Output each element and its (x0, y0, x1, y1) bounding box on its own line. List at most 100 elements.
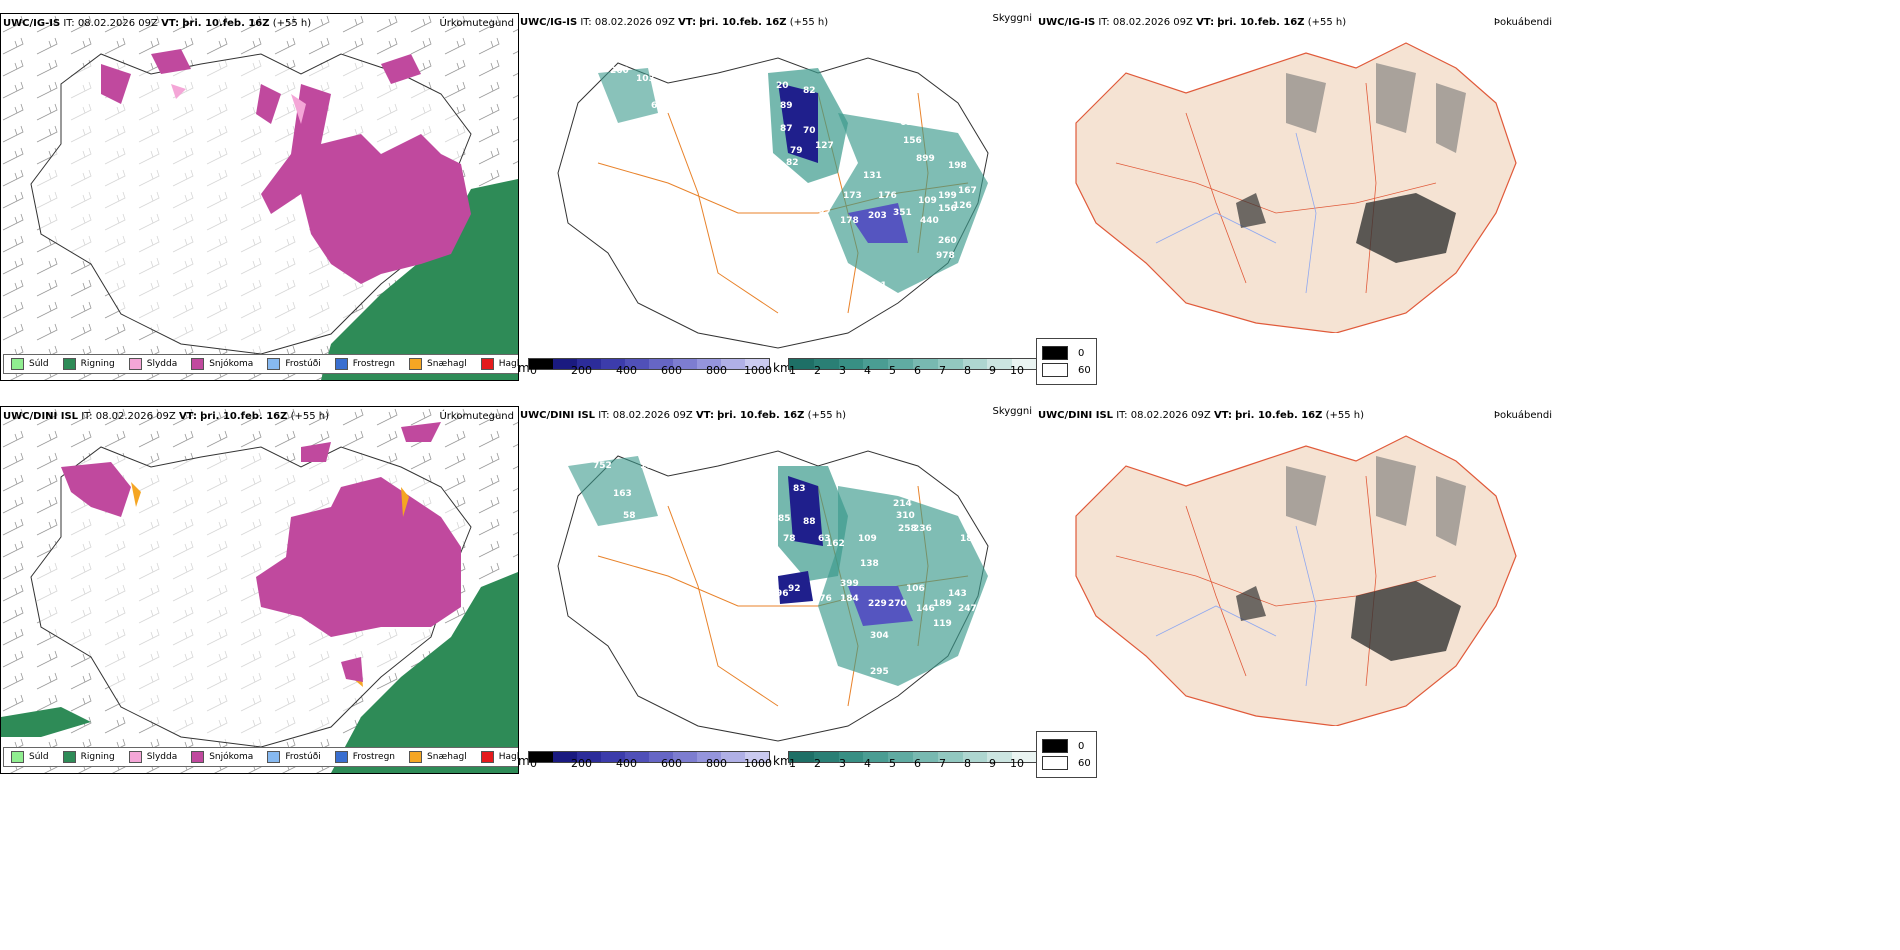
ceiling-value-label: 79 (790, 146, 803, 156)
panel-fog-igis: 0 60 UWC/IG-IS IT: 08.02.2026 09Z VT: þr… (1036, 13, 1556, 385)
ceiling-value-label: 119 (933, 619, 952, 629)
snow-area (261, 84, 471, 284)
ceiling-value-label: 189 (933, 599, 952, 609)
ceiling-value-label: 78 (783, 534, 796, 544)
rain-area (331, 572, 518, 773)
panel-visibility-dini: 752 18 58 163 83 85 78 88 63 162 99 214 310 258 236 109… (518, 406, 1038, 772)
ceiling-value-label: 92 (788, 584, 801, 594)
panel-title: Skyggni (992, 406, 1032, 417)
panel-header: UWC/DINI ISL IT: 08.02.2026 09Z VT: þri.… (520, 410, 847, 421)
fog-map-igis (1075, 42, 1517, 333)
ceiling-value-label: 109 (918, 196, 937, 206)
panel-title: Þokuábendi (1493, 410, 1552, 421)
ceiling-value-label: 63 (818, 534, 831, 544)
panel-header: UWC/IG-IS IT: 08.02.2026 09Z VT: þri. 10… (520, 17, 829, 28)
ceiling-colorbar (528, 358, 770, 370)
panel-title: Skyggni (992, 13, 1032, 24)
panel-header: UWC/IG-IS IT: 08.02.2026 09Z VT: þri. 10… (3, 18, 312, 29)
ceiling-value-label: 258 (898, 524, 917, 534)
ceiling-value-label: 87 (780, 124, 793, 134)
ceiling-value-label: 310 (896, 511, 915, 521)
panel-header: UWC/IG-IS IT: 08.02.2026 09Z VT: þri. 10… (1038, 17, 1347, 28)
ceiling-value-label: 295 (870, 667, 889, 677)
panel-title: Úrkomutegund (439, 411, 514, 422)
ceiling-value-label: 12 (733, 587, 746, 597)
precip-legend: Súld Rigning Slydda Snjókoma Frostúði Fr… (3, 354, 518, 374)
ceiling-value-label: 260 (610, 66, 629, 76)
ceiling-value-label: 399 (840, 579, 859, 589)
precip-map-dini (1, 407, 518, 773)
ceiling-value-label: 752 (593, 461, 612, 471)
panel-fog-dini: 0 60 UWC/DINI ISL IT: 08.02.2026 09Z VT:… (1036, 406, 1556, 778)
ceiling-value-label: 203 (868, 211, 887, 221)
ceiling-value-label: 178 (840, 216, 859, 226)
precip-legend: Súld Rigning Slydda Snjókoma Frostúði Fr… (3, 747, 518, 767)
ceiling-value-label: 138 (860, 559, 879, 569)
ceiling-value-label: 106 (906, 584, 925, 594)
ceiling-value-label: 615 (900, 118, 919, 128)
ceiling-value-label: 82 (803, 86, 816, 96)
panel-title: Þokuábendi (1493, 17, 1552, 28)
ceiling-value-label: 238 (896, 104, 915, 114)
ceiling-value-label: 70 (803, 126, 816, 136)
panel-header: UWC/DINI ISL IT: 08.02.2026 09Z VT: þri.… (1038, 410, 1365, 421)
ceiling-value-label: 162 (826, 539, 845, 549)
visibility-colorbar (788, 358, 1038, 370)
ceiling-value-label: 143 (948, 589, 967, 599)
ceiling-value-label: 89 (780, 101, 793, 111)
ceiling-value-label: 127 (815, 141, 834, 151)
ceiling-value-label: 126 (953, 201, 972, 211)
legend-swatch (11, 358, 24, 370)
ceiling-value-label: 270 (888, 599, 907, 609)
panel-title: Úrkomutegund (439, 18, 514, 29)
ceiling-value-label: 89 (818, 206, 831, 216)
ceiling-value-label: 351 (893, 208, 912, 218)
panel-visibility-igis: 260 103 673 20 82 89 70 87 79 82 127 79 238 615 156 899… (518, 13, 1038, 379)
ceiling-value-label: 173 (843, 191, 862, 201)
precip-map-igis (1, 14, 518, 380)
ceiling-value-label: 58 (623, 511, 636, 521)
ceiling-value-label: 899 (916, 154, 935, 164)
ceiling-value-label: 176 (878, 191, 897, 201)
panel-precip-type-igis: UWC/IG-IS IT: 08.02.2026 09Z VT: þri. 10… (0, 13, 519, 381)
ceiling-unit: m (518, 361, 530, 375)
ceiling-value-label: 18 (960, 534, 973, 544)
panel-header: UWC/DINI ISL IT: 08.02.2026 09Z VT: þri.… (3, 411, 330, 422)
ceiling-value-label: 167 (958, 186, 977, 196)
ceiling-value-label: 96 (776, 589, 789, 599)
fog-legend: 0 60 (1036, 338, 1097, 385)
ceiling-value-label: 247 (958, 604, 977, 614)
ceiling-value-label: 199 (938, 191, 957, 201)
ceiling-colorbar (528, 751, 770, 763)
ceiling-value-label: 304 (870, 631, 889, 641)
ceiling-value-label: 176 (813, 594, 832, 604)
ceiling-value-label: 184 (840, 594, 859, 604)
ceiling-value-label: 229 (868, 599, 887, 609)
ceiling-value-label: 12 (733, 196, 746, 206)
fog-legend: 0 60 (1036, 731, 1097, 778)
visibility-unit: km (773, 361, 792, 375)
ceiling-value-label: 131 (863, 171, 882, 181)
snow-area (256, 477, 461, 637)
ceiling-value-label: 673 (651, 101, 670, 111)
ceiling-value-label: 18 (640, 461, 653, 471)
ceiling-value-label: 156 (938, 204, 957, 214)
ceiling-value-label: 440 (920, 216, 939, 226)
ceiling-value-label: 99 (848, 474, 861, 484)
ceiling-value-label: 163 (613, 489, 632, 499)
ceiling-value-label: 146 (916, 604, 935, 614)
ceiling-value-label: 95 (790, 191, 803, 201)
visibility-colorbar (788, 751, 1038, 763)
ceiling-value-label: 236 (913, 524, 932, 534)
ceiling-value-label: 156 (903, 136, 922, 146)
panel-precip-type-dini: UWC/DINI ISL IT: 08.02.2026 09Z VT: þri.… (0, 406, 519, 774)
ceiling-value-label: 103 (636, 74, 655, 84)
rain-area (321, 179, 518, 380)
ceiling-value-label: 109 (858, 534, 877, 544)
ceiling-value-label: 83 (793, 484, 806, 494)
ceiling-value-label: 198 (948, 161, 967, 171)
